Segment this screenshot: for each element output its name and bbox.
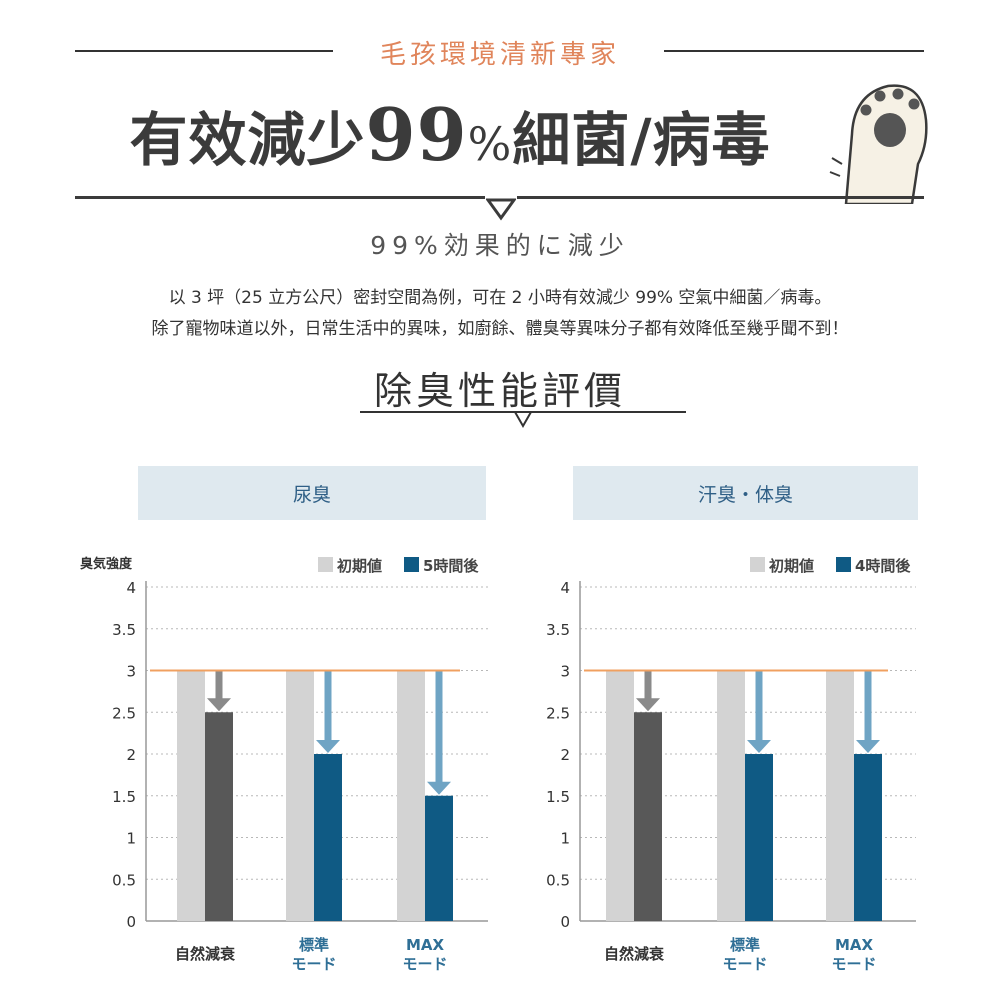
x-category-label: 自然減衰 [175,945,236,963]
down-triangle-icon [486,198,516,221]
headline: 有效減少99%細菌/病毒 [60,92,840,177]
bar-initial [177,670,205,921]
x-category-label: 標準 [730,936,760,954]
bar-after [314,754,342,921]
y-tick-label: 2.5 [546,704,570,722]
headline-number: 99 [365,92,468,177]
brand-line-left [75,50,333,52]
legend-swatch [750,557,765,572]
y-tick-label: 0 [126,913,136,931]
description-line-1: 以 3 坪（25 立方公尺）密封空間為例，可在 2 小時有效減少 99% 空氣中… [168,288,832,308]
x-category-label: MAX [406,936,445,954]
legend-swatch [836,557,851,572]
y-tick-label: 3.5 [546,621,570,639]
y-tick-label: 2 [126,746,136,764]
decrease-arrow-shaft [435,670,443,784]
legend-label: 5時間後 [423,557,479,575]
x-category-label: 標準 [299,936,329,954]
bar-initial [717,670,745,921]
headline-percent: % [467,117,513,171]
headline-divider-right [517,196,924,199]
bar-initial [606,670,634,921]
legend-label: 4時間後 [855,557,911,575]
decrease-arrow-shaft [215,670,223,701]
paw-icon [829,84,928,204]
section-title: 除臭性能評價 [373,369,626,413]
headline-post: 細菌/病毒 [512,106,771,174]
y-tick-label: 2.5 [112,704,136,722]
bar-after [634,712,662,921]
y-tick-label: 0 [560,913,570,931]
decrease-arrow-shaft [644,670,652,701]
description-line-2: 除了寵物味道以外，日常生活中的異味，如廚餘、體臭等異味分子都有效降低至幾乎聞不到… [151,319,849,339]
decrease-arrow-head [207,698,231,712]
bar-initial [826,670,854,921]
legend-label: 初期値 [769,557,814,575]
y-tick-label: 2 [560,746,570,764]
decrease-arrow-head [316,740,340,753]
bar-after [425,795,453,921]
chart-title-sweat: 汗臭・体臭 [573,466,918,520]
y-tick-label: 3 [126,663,136,681]
y-tick-label: 0.5 [112,871,136,889]
bar-after [854,754,882,921]
decrease-arrow-head [427,781,451,795]
decrease-arrow-head [856,740,880,753]
y-tick-label: 1.5 [546,788,570,806]
bar-initial [397,670,425,921]
x-category-label-sub: モード [831,955,876,973]
decrease-arrow-shaft [864,670,872,742]
y-tick-label: 3.5 [112,621,136,639]
decrease-arrow-head [747,740,771,753]
y-axis-label: 臭気強度 [80,556,133,572]
x-category-label-sub: モード [291,955,336,973]
decrease-arrow-shaft [755,670,763,742]
y-tick-label: 1.5 [112,788,136,806]
subheadline: 99%効果的に減少 [370,231,630,260]
bar-initial [286,670,314,921]
section-pointer-icon [514,411,532,429]
legend-swatch [318,557,333,572]
x-category-label: MAX [835,936,874,954]
brand-line-right [664,50,924,52]
y-tick-label: 4 [126,579,136,597]
x-category-label: 自然減衰 [604,945,665,963]
y-tick-label: 1 [126,830,136,848]
headline-pre: 有效減少 [129,106,366,174]
y-tick-label: 3 [560,663,570,681]
y-tick-label: 4 [560,579,570,597]
legend-label: 初期値 [337,557,382,575]
chart-title-urine: 尿臭 [138,466,486,520]
x-category-label-sub: モード [722,955,767,973]
brand-title: 毛孩環境清新專家 [379,40,620,70]
y-tick-label: 1 [560,830,570,848]
decrease-arrow-head [636,698,660,712]
bar-after [745,754,773,921]
bar-after [205,712,233,921]
section-underline [360,411,686,413]
headline-divider-left [75,196,485,199]
x-category-label-sub: モード [402,955,447,973]
decrease-arrow-shaft [324,670,332,742]
legend-swatch [404,557,419,572]
y-tick-label: 0.5 [546,871,570,889]
